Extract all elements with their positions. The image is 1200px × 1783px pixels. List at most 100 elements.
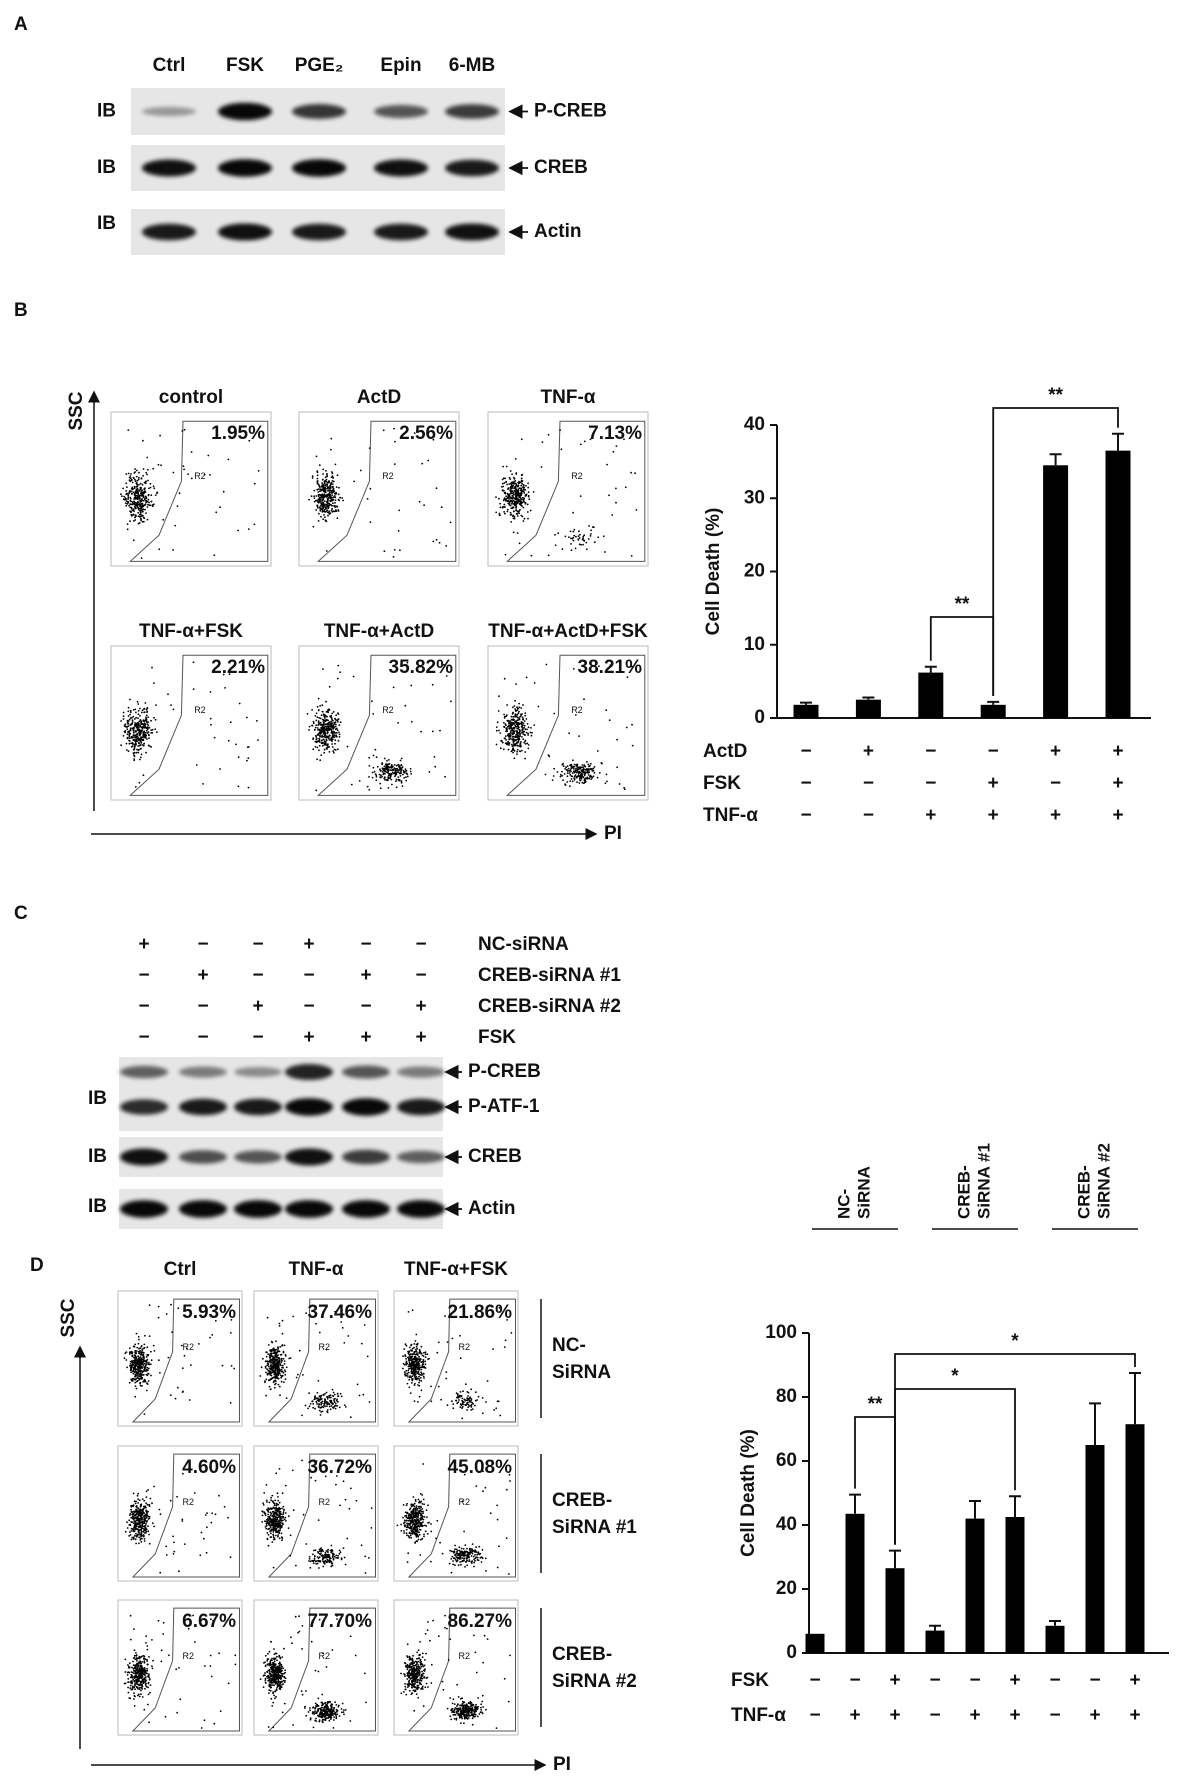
- event-dot: [590, 535, 592, 537]
- event-dot: [396, 769, 398, 771]
- event-dot: [124, 499, 126, 501]
- event-dot: [299, 1350, 301, 1352]
- event-dot: [143, 1500, 145, 1502]
- column-title: Ctrl: [164, 1259, 197, 1280]
- event-dot: [248, 787, 250, 789]
- event-dot: [303, 1514, 305, 1516]
- event-dot: [283, 1381, 285, 1383]
- lane-label: PGE₂: [295, 55, 344, 76]
- event-dot: [239, 703, 241, 705]
- event-dot: [511, 727, 513, 729]
- event-dot: [140, 1385, 142, 1387]
- event-dot: [270, 1530, 272, 1532]
- event-dot: [135, 1355, 137, 1357]
- event-dot: [576, 781, 578, 783]
- event-dot: [498, 498, 500, 500]
- blot-band: [397, 1200, 445, 1218]
- event-dot: [323, 1406, 325, 1408]
- event-dot: [135, 508, 137, 510]
- event-dot: [530, 727, 532, 729]
- event-dot: [139, 516, 141, 518]
- event-dot: [326, 501, 328, 503]
- event-dot: [326, 739, 328, 741]
- event-dot: [120, 720, 122, 722]
- event-dot: [278, 1520, 280, 1522]
- event-dot: [332, 477, 334, 479]
- event-dot: [316, 456, 318, 458]
- event-dot: [394, 764, 396, 766]
- event-dot: [572, 537, 574, 539]
- event-dot: [322, 502, 324, 504]
- event-dot: [274, 1353, 276, 1355]
- event-dot: [327, 502, 329, 504]
- event-dot: [420, 1377, 422, 1379]
- event-dot: [511, 488, 513, 490]
- event-dot: [132, 1373, 134, 1375]
- event-dot: [277, 1378, 279, 1380]
- event-dot: [135, 742, 137, 744]
- event-dot: [509, 720, 511, 722]
- event-dot: [329, 751, 331, 753]
- event-dot: [305, 1543, 307, 1545]
- event-dot: [268, 1344, 270, 1346]
- event-dot: [320, 1402, 322, 1404]
- event-dot: [513, 507, 515, 509]
- gate-percent: 38.21%: [578, 657, 643, 678]
- blot-target: P-CREB: [468, 1061, 541, 1082]
- event-dot: [322, 518, 324, 520]
- event-dot: [507, 509, 509, 511]
- event-dot: [408, 1520, 410, 1522]
- event-dot: [182, 1391, 184, 1393]
- event-dot: [131, 746, 133, 748]
- event-dot: [327, 515, 329, 517]
- event-dot: [418, 1382, 420, 1384]
- event-dot: [371, 1527, 373, 1529]
- event-dot: [137, 1495, 139, 1497]
- event-dot: [314, 715, 316, 717]
- event-dot: [209, 1337, 211, 1339]
- event-dot: [267, 1514, 269, 1516]
- event-dot: [120, 744, 122, 746]
- event-dot: [271, 1518, 273, 1520]
- event-dot: [261, 1510, 263, 1512]
- event-dot: [146, 714, 148, 716]
- event-dot: [333, 491, 335, 493]
- event-dot: [177, 505, 179, 507]
- event-dot: [128, 505, 130, 507]
- event-dot: [406, 1373, 408, 1375]
- event-dot: [573, 529, 575, 531]
- event-dot: [181, 1520, 183, 1522]
- event-dot: [631, 724, 633, 726]
- event-dot: [528, 726, 530, 728]
- event-dot: [133, 758, 135, 760]
- event-dot: [159, 1572, 161, 1574]
- event-dot: [129, 1531, 131, 1533]
- event-dot: [410, 768, 412, 770]
- event-dot: [318, 698, 320, 700]
- event-dot: [322, 1566, 324, 1568]
- event-dot: [297, 1374, 299, 1376]
- event-dot: [398, 510, 400, 512]
- event-dot: [316, 1560, 318, 1562]
- event-dot: [504, 738, 506, 740]
- event-dot: [515, 458, 517, 460]
- event-dot: [440, 1399, 442, 1401]
- event-dot: [356, 1500, 358, 1502]
- event-dot: [571, 778, 573, 780]
- event-dot: [334, 1394, 336, 1396]
- event-dot: [277, 1356, 279, 1358]
- event-dot: [402, 766, 404, 768]
- event-dot: [138, 1348, 140, 1350]
- event-dot: [135, 1364, 137, 1366]
- event-dot: [324, 489, 326, 491]
- event-dot: [324, 486, 326, 488]
- event-dot: [137, 703, 139, 705]
- blot-band: [397, 1099, 445, 1116]
- event-dot: [346, 1538, 348, 1540]
- event-dot: [505, 481, 507, 483]
- event-dot: [438, 1342, 440, 1344]
- event-dot: [265, 1367, 267, 1369]
- event-dot: [159, 435, 161, 437]
- event-dot: [191, 478, 193, 480]
- event-dot: [341, 1559, 343, 1561]
